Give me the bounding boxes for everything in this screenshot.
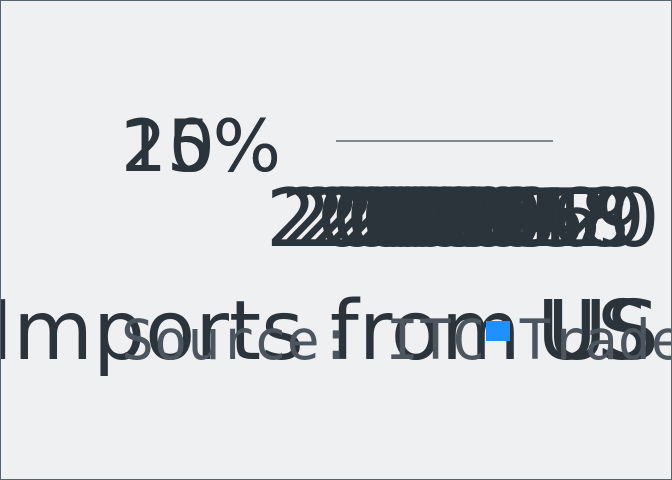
y-tick-zero: 0 [169,104,215,188]
legend-label-us-imports: US imports [537,284,671,379]
y-tick-15: 15% [121,104,281,188]
y-tick-group: 25% 15% 0 [121,104,281,188]
x-tick-2011: 2011 [325,172,529,265]
x-tick-2013: 2013 [354,172,558,265]
x-tick-group: 2007200820092010201120122013201420152016… [266,172,660,265]
x-tick-2012: 2012 [339,172,543,265]
x-tick-2020: 2020 [456,172,660,265]
x-tick-2008: 2008 [281,172,485,265]
legend-label-imports-from-us: Imports from US [1,284,659,379]
x-tick-2014: 2014 [368,172,572,265]
x-tick-2019: 2019 [441,172,645,265]
x-tick-2018: 2018 [427,172,631,265]
x-tick-2016: 2016 [398,172,602,265]
x-tick-2017: 2017 [412,172,616,265]
y-tick-25: 25% [121,104,281,188]
legend: Imports from US US imports [1,284,671,379]
x-tick-2015: 2015 [383,172,587,265]
x-tick-2010: 2010 [310,172,514,265]
source-note: Source: ITC Trade Map [121,308,671,372]
x-tick-2009: 2009 [295,172,499,265]
legend-marker-blue [486,321,510,341]
x-tick-2007: 2007 [266,172,470,265]
